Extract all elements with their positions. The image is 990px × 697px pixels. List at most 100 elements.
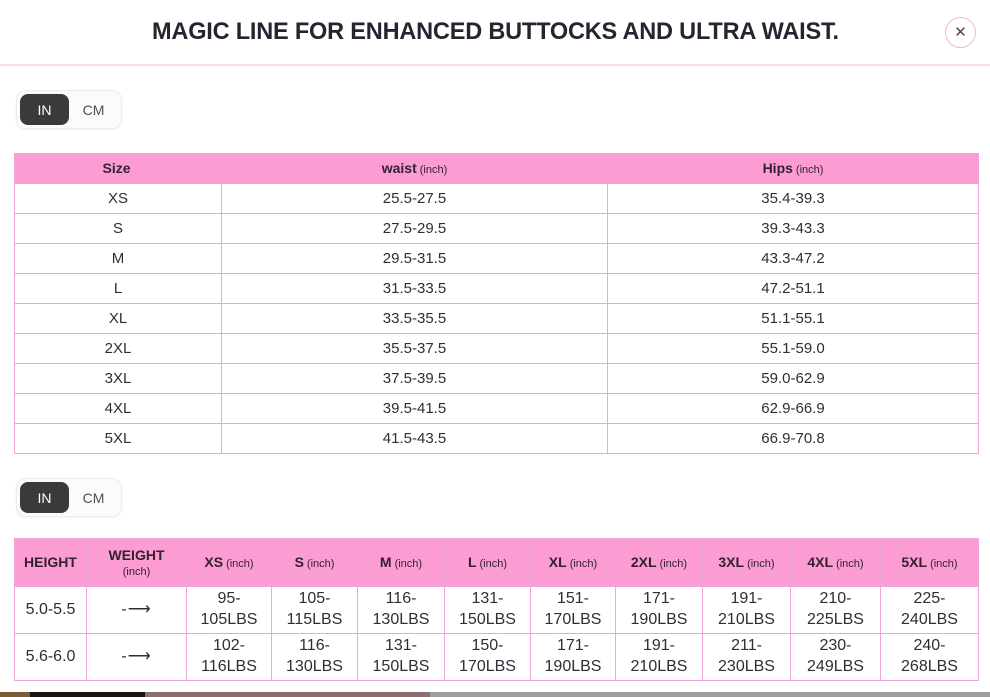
unit-cm-button[interactable]: CM [82, 101, 105, 118]
page-title: MAGIC LINE FOR ENHANCED BUTTOCKS AND ULT… [151, 18, 839, 45]
unit-in-button[interactable]: IN [20, 482, 69, 513]
weight-range-cell: 225- 240LBS [880, 586, 979, 634]
waist-cell: 37.5-39.5 [221, 363, 608, 394]
weight-arrow-cell: -⟶ [86, 586, 187, 634]
table-row: XL 33.5-35.5 51.1-55.1 [14, 303, 979, 334]
weight-range-cell: 131- 150LBS [444, 586, 531, 634]
table-row: S 27.5-29.5 39.3-43.3 [14, 213, 979, 244]
column-header-waist: waist (inch) [221, 153, 608, 184]
size-cell: XS [14, 183, 222, 214]
header-unit: (inch) [836, 557, 864, 570]
weight-range-cell: 102- 116LBS [186, 633, 272, 681]
table-row: L 31.5-33.5 47.2-51.1 [14, 273, 979, 304]
hips-cell: 62.9-66.9 [607, 393, 979, 424]
height-cell: 5.0-5.5 [14, 586, 87, 634]
header-unit: (inch) [419, 163, 448, 176]
waist-cell: 25.5-27.5 [221, 183, 608, 214]
waist-cell: 39.5-41.5 [221, 393, 608, 424]
table-header-row: Size waist (inch) Hips (inch) [14, 153, 979, 184]
waist-cell: 27.5-29.5 [221, 213, 608, 244]
weight-range-cell: 116- 130LBS [357, 586, 445, 634]
unit-toggle-weight-table: IN CM [16, 478, 122, 517]
weight-range-cell: 105- 115LBS [271, 586, 358, 634]
header-label: S [294, 553, 304, 570]
table-row: 5.0-5.5 -⟶ 95- 105LBS 105- 115LBS 116- 1… [14, 586, 979, 634]
column-header-xl: XL (inch) [530, 538, 616, 587]
column-header-m: M (inch) [357, 538, 445, 587]
weight-range-cell: 171- 190LBS [530, 633, 616, 681]
hips-cell: 66.9-70.8 [607, 423, 979, 454]
header-unit: (inch) [226, 557, 254, 570]
weight-range-cell: 191- 210LBS [615, 633, 703, 681]
background-sliver [30, 692, 145, 697]
header-label: Size [102, 159, 131, 176]
header-label: waist [381, 159, 417, 176]
header-unit: (inch) [930, 557, 958, 570]
waist-cell: 29.5-31.5 [221, 243, 608, 274]
table-header-row: HEIGHT WEIGHT (inch) XS (inch) S (inch) M (i… [14, 538, 979, 587]
table-row: XS 25.5-27.5 35.4-39.3 [14, 183, 979, 214]
size-cell: 3XL [14, 363, 222, 394]
header-label: HEIGHT [24, 553, 77, 570]
header-label: 5XL [901, 553, 928, 570]
weight-range-cell: 240- 268LBS [880, 633, 979, 681]
header-unit: (inch) [747, 557, 775, 570]
header-label: XL [548, 553, 567, 570]
table-row: 5.6-6.0 -⟶ 102- 116LBS 116- 130LBS 131- … [14, 633, 979, 681]
hips-cell: 55.1-59.0 [607, 333, 979, 364]
weight-range-cell: 131- 150LBS [357, 633, 445, 681]
weight-range-cell: 171- 190LBS [615, 586, 703, 634]
weight-chart-table: HEIGHT WEIGHT (inch) XS (inch) S (inch) M (i… [14, 538, 979, 681]
weight-range-cell: 151- 170LBS [530, 586, 616, 634]
column-header-4xl: 4XL (inch) [790, 538, 881, 587]
header-unit: (inch) [795, 163, 824, 176]
unit-cm-button[interactable]: CM [82, 489, 105, 506]
weight-range-cell: 210- 225LBS [790, 586, 881, 634]
header-label: 2XL [630, 553, 657, 570]
hips-cell: 39.3-43.3 [607, 213, 979, 244]
header-label: L [467, 553, 477, 570]
hips-cell: 51.1-55.1 [607, 303, 979, 334]
column-header-5xl: 5XL (inch) [880, 538, 979, 587]
column-header-weight: WEIGHT (inch) [86, 538, 187, 587]
waist-cell: 31.5-33.5 [221, 273, 608, 304]
close-icon: ✕ [954, 24, 967, 41]
size-cell: M [14, 243, 222, 274]
header-label: WEIGHT [108, 547, 165, 563]
table-row: M 29.5-31.5 43.3-47.2 [14, 243, 979, 274]
page-background-strip [0, 692, 990, 697]
size-cell: XL [14, 303, 222, 334]
header-unit: (inch) [394, 557, 423, 570]
table-row: 2XL 35.5-37.5 55.1-59.0 [14, 333, 979, 364]
unit-toggle-size-table: IN CM [16, 90, 122, 129]
column-header-height: HEIGHT [14, 538, 87, 587]
background-sliver [0, 692, 30, 697]
size-cell: L [14, 273, 222, 304]
background-sliver [145, 692, 430, 697]
table-row: 3XL 37.5-39.5 59.0-62.9 [14, 363, 979, 394]
weight-range-cell: 230- 249LBS [790, 633, 881, 681]
header-unit: (inch) [569, 557, 598, 570]
hips-cell: 47.2-51.1 [607, 273, 979, 304]
header-unit: (inch) [659, 557, 688, 570]
close-button[interactable]: ✕ [945, 17, 976, 48]
modal-header: MAGIC LINE FOR ENHANCED BUTTOCKS AND ULT… [0, 0, 990, 66]
header-unit: (inch) [479, 557, 508, 570]
unit-in-button[interactable]: IN [20, 94, 69, 125]
header-label: XS [204, 553, 224, 570]
hips-cell: 35.4-39.3 [607, 183, 979, 214]
weight-range-cell: 211- 230LBS [702, 633, 791, 681]
size-cell: S [14, 213, 222, 244]
table-row: 4XL 39.5-41.5 62.9-66.9 [14, 393, 979, 424]
modal-content: IN CM Size waist (inch) Hips (inch) XS 25.… [0, 66, 990, 681]
size-cell: 4XL [14, 393, 222, 424]
size-chart-table: Size waist (inch) Hips (inch) XS 25.5-27.5… [14, 153, 979, 454]
column-header-xs: XS (inch) [186, 538, 272, 587]
weight-range-cell: 95- 105LBS [186, 586, 272, 634]
weight-range-cell: 116- 130LBS [271, 633, 358, 681]
column-header-2xl: 2XL (inch) [615, 538, 703, 587]
height-cell: 5.6-6.0 [14, 633, 87, 681]
header-label: M [379, 553, 392, 570]
column-header-hips: Hips (inch) [607, 153, 979, 184]
column-header-s: S (inch) [271, 538, 358, 587]
